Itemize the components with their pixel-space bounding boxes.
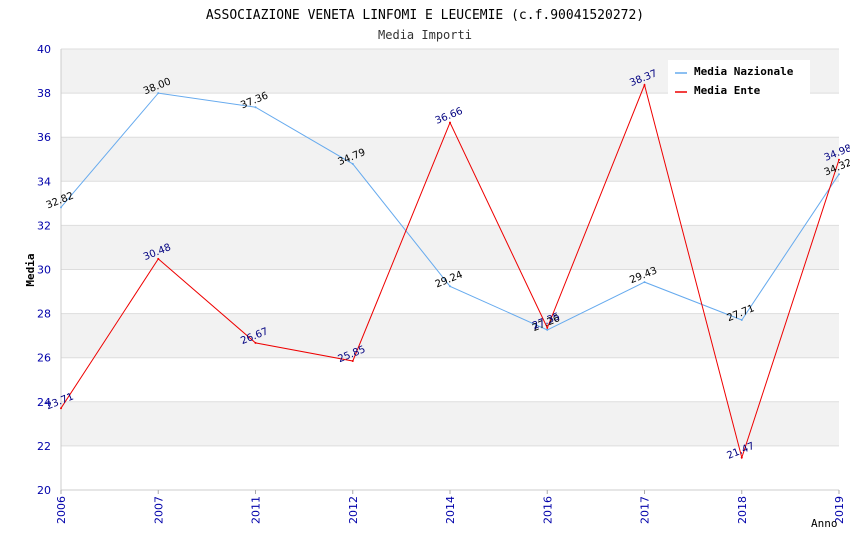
data-point: [449, 285, 451, 288]
data-point: [643, 83, 646, 86]
y-tick-label: 30: [37, 264, 51, 277]
grid-band: [61, 313, 839, 358]
data-point: [449, 121, 451, 124]
y-tick-label: 20: [37, 484, 51, 497]
chart-title: ASSOCIAZIONE VENETA LINFOMI E LEUCEMIE (…: [206, 8, 644, 23]
data-point: [157, 92, 160, 95]
y-tick-label: 24: [37, 396, 51, 409]
grid: [61, 48, 839, 491]
data-point: [740, 456, 743, 459]
data-point: [838, 158, 840, 161]
x-tick-label: 2019: [833, 496, 846, 524]
legend-label-ente: Media Ente: [694, 84, 761, 97]
y-tick-label: 40: [37, 43, 51, 56]
y-tick-label: 22: [37, 440, 51, 453]
x-axis-label: Anno: [811, 517, 838, 530]
x-tick-label: 2012: [347, 496, 360, 524]
data-point: [351, 162, 354, 165]
grid-band: [61, 401, 839, 446]
series-lines: [60, 83, 840, 460]
data-point: [351, 360, 354, 363]
grid-band: [61, 445, 839, 490]
grid-band: [61, 357, 839, 402]
grid-band: [61, 225, 839, 270]
data-point: [60, 407, 62, 410]
chart-subtitle: Media Importi: [378, 28, 472, 42]
data-point: [546, 328, 549, 331]
legend-label-nazionale: Media Nazionale: [694, 65, 794, 78]
data-point: [740, 318, 743, 321]
legend-box: [668, 60, 810, 98]
data-point: [60, 206, 62, 209]
data-point: [546, 326, 549, 329]
y-tick-label: 38: [37, 87, 51, 100]
x-tick-label: 2011: [250, 496, 263, 524]
y-tick-label: 34: [37, 175, 51, 188]
y-tick-label: 26: [37, 352, 51, 365]
y-axis-label: Media: [24, 253, 37, 286]
data-point: [157, 257, 160, 260]
y-tick-label: 32: [37, 219, 51, 232]
legend: Media Nazionale Media Ente: [668, 60, 810, 98]
grid-band: [61, 269, 839, 314]
axes: 20 22 24 26 28 30 32 34 36 38 40 2006 2007 2011 2012 20…: [37, 43, 846, 524]
grid-band: [61, 181, 839, 226]
grid-band: [61, 137, 839, 182]
x-tick-label: 2017: [639, 496, 652, 524]
data-point: [643, 281, 646, 284]
data-point: [254, 106, 257, 109]
grid-band: [61, 93, 839, 138]
x-tick-label: 2014: [444, 496, 457, 524]
data-point: [838, 173, 840, 176]
y-tick-label: 36: [37, 131, 51, 144]
x-tick-label: 2016: [541, 496, 554, 524]
x-tick-label: 2018: [736, 496, 749, 524]
y-tick-label: 28: [37, 308, 51, 321]
x-tick-label: 2006: [55, 496, 68, 524]
x-tick-label: 2007: [152, 496, 165, 524]
data-point: [254, 341, 257, 344]
